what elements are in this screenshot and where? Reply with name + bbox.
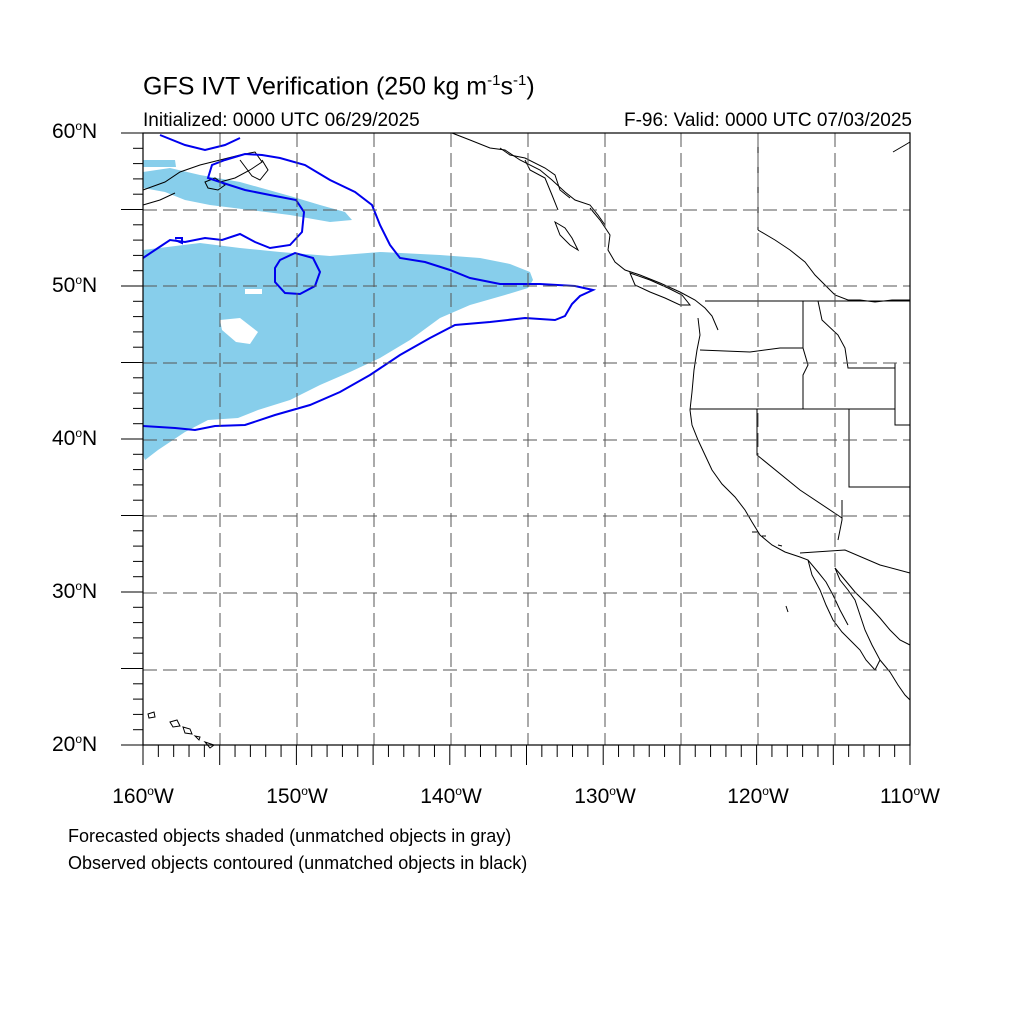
- forecast-object-strip: [143, 160, 176, 167]
- lon-label-140w: 140oW: [420, 784, 482, 808]
- lat-label-50: 50oN: [52, 273, 98, 297]
- observed-object-west-notch: [174, 237, 183, 245]
- lon-label-110w: 110oW: [880, 784, 940, 808]
- forecast-hole-small: [245, 289, 262, 294]
- hudson-great-lakes: [757, 229, 910, 303]
- hawaii-4: [193, 735, 201, 741]
- axis-ticks: [121, 132, 911, 765]
- kodiak: [204, 177, 226, 191]
- lat-label-60: 60oN: [52, 119, 98, 143]
- vancouver-island: [629, 272, 692, 306]
- cook-inlet: [239, 159, 269, 181]
- us-west-coast: [689, 317, 849, 626]
- wa-or-border: [699, 347, 803, 353]
- lon-label-150w: 150oW: [266, 784, 328, 808]
- observed-object-loop: [274, 251, 322, 296]
- mainland-mexico: [879, 659, 911, 701]
- forecast-object-main: [143, 243, 533, 460]
- lon-label-120w: 120oW: [727, 784, 789, 808]
- lat-label-20: 20oN: [52, 732, 98, 756]
- page-title: GFS IVT Verification (250 kg m-1s-1): [143, 72, 535, 101]
- alaska-coast: [451, 132, 606, 226]
- hawaii-2: [169, 719, 181, 728]
- political-borders: [690, 133, 911, 574]
- observed-object-top: [159, 134, 241, 152]
- hawaii-3: [182, 726, 193, 735]
- ca-az-border: [837, 500, 843, 541]
- map-frame: [142, 132, 911, 746]
- lon-label-130w: 130oW: [574, 784, 636, 808]
- forecast-objects: [143, 160, 533, 460]
- greenland-edge: [892, 141, 911, 153]
- lat-label-40: 40oN: [52, 426, 98, 450]
- bc-coast: [589, 207, 719, 331]
- lat-label-30: 30oN: [52, 579, 98, 603]
- haida-gwaii: [554, 220, 580, 252]
- observed-objects: [142, 134, 597, 432]
- ca-nv-border: [756, 409, 843, 519]
- valid-time: F-96: Valid: 0000 UTC 07/03/2025: [624, 110, 912, 131]
- lon-label-160w: 160oW: [112, 784, 174, 808]
- footnote-observed: Observed objects contoured (unmatched ob…: [68, 853, 528, 873]
- nv-ut-border: [848, 409, 910, 488]
- footnote-forecast: Forecasted objects shaded (unmatched obj…: [68, 826, 512, 846]
- idaho-east-border: [817, 300, 895, 369]
- grid-lines: [143, 133, 910, 745]
- baja-california: [807, 559, 881, 671]
- channel-islands: [752, 531, 783, 547]
- observed-object-main: [142, 152, 597, 432]
- forecast-object-north: [143, 168, 352, 222]
- alaska-coast-islands: [499, 147, 571, 211]
- initialized-time: Initialized: 0000 UTC 06/29/2025: [143, 110, 420, 131]
- forecast-hole: [220, 318, 258, 344]
- ut-co-border: [894, 363, 910, 426]
- gulf-of-california-east: [834, 567, 911, 646]
- idaho-west-border: [802, 301, 809, 409]
- hawaii-1: [147, 711, 156, 719]
- guadalupe-island: [785, 605, 789, 613]
- us-mexico-border: [799, 549, 911, 574]
